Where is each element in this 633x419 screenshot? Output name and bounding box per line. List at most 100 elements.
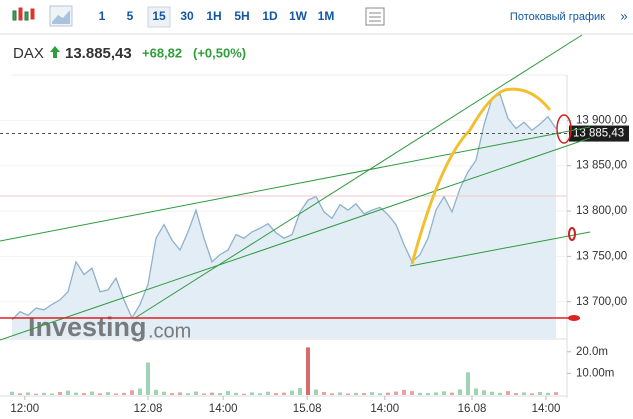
volume-bar (394, 391, 398, 395)
volume-bar (258, 393, 262, 395)
area-fill (12, 94, 556, 338)
volume-bar (194, 391, 198, 395)
volume-bar (74, 392, 78, 395)
volume-bar (98, 393, 102, 395)
volume-bar (458, 389, 462, 395)
y-tick-label: 13 700,00 (576, 296, 627, 308)
trend-line[interactable] (0, 137, 591, 341)
volume-bar (402, 389, 406, 395)
toolbar: 1 5 15 30 1H 5H 1D 1W 1M Потоковый графи… (0, 5, 633, 35)
volume-bar (242, 393, 246, 395)
x-tick-label: 15.08 (293, 403, 322, 415)
volume-bar (314, 389, 318, 395)
trend-line[interactable] (409, 231, 591, 267)
volume-bar (282, 392, 286, 395)
interval-button[interactable]: 15 (152, 9, 166, 23)
volume-bar (274, 393, 278, 395)
volume-bar (18, 393, 22, 395)
volume-bar (226, 391, 230, 395)
trend-line[interactable] (0, 126, 591, 242)
x-tick-label: 12:00 (10, 403, 39, 415)
volume-bar (410, 391, 414, 395)
volume-bar (106, 392, 110, 395)
volume-bar (178, 392, 182, 395)
y-tick-label: 20.0m (576, 346, 608, 358)
volume-bar (82, 393, 86, 395)
volume-bar (418, 392, 422, 395)
trend-line[interactable] (134, 34, 583, 319)
volume-bar (362, 393, 366, 395)
volume-bar (386, 392, 390, 395)
volume-bar (10, 391, 14, 395)
volume-bar (554, 392, 558, 395)
volume-bar (130, 390, 134, 395)
x-tick-label: 14:00 (532, 403, 561, 415)
volume-bar (202, 393, 206, 395)
y-tick-label: 13 750,00 (576, 250, 627, 262)
change: +68,82 (142, 45, 182, 60)
volume-bar (442, 391, 446, 395)
y-tick-label: 10.00m (576, 367, 614, 379)
up-arrow (50, 46, 60, 58)
volume-bar (322, 391, 326, 395)
ellipse-drawing[interactable] (568, 315, 580, 321)
x-tick-label: 14:00 (209, 403, 238, 415)
more-button[interactable]: » (620, 8, 627, 23)
volume-bar (426, 393, 430, 395)
volume-bar (546, 392, 550, 395)
volume-bar (354, 392, 358, 395)
volume-bar (146, 362, 150, 395)
volume-bar (66, 390, 70, 395)
volume-bar (490, 391, 494, 395)
table-icon[interactable] (365, 7, 385, 26)
volume-bar (250, 392, 254, 395)
drawings (0, 34, 591, 341)
interval-button[interactable]: 30 (180, 9, 194, 23)
symbol: DAX (13, 45, 44, 62)
volume-bar (538, 391, 542, 395)
plot-area: 13 700,00 13 750,00 13 800,00 13 850,00 13 9… (0, 93, 629, 415)
candlestick-icon[interactable] (12, 7, 35, 21)
x-tick-label: 12.08 (134, 403, 163, 415)
volume-bar (26, 392, 30, 395)
volume-bar (218, 393, 222, 395)
volume-bar (138, 388, 142, 395)
volume-bar (298, 388, 302, 395)
volume-bar (378, 393, 382, 395)
volume-bar (466, 372, 470, 395)
selected-interval-box (147, 6, 171, 28)
volume-bar (122, 392, 126, 395)
volume-bar (58, 391, 62, 395)
stream-chart-link[interactable]: Потоковый график (510, 11, 605, 23)
interval-button[interactable]: 1W (289, 9, 308, 23)
volume-bar (514, 393, 518, 395)
volume-bar (90, 391, 94, 395)
volume-bar (210, 392, 214, 395)
interval-button[interactable]: 1D (262, 9, 278, 23)
volume-bar (114, 393, 118, 395)
volume-bar (474, 388, 478, 395)
volume-bar (34, 393, 38, 395)
volume-bar (434, 392, 438, 395)
area-icon[interactable] (49, 5, 73, 27)
x-tick-label: 14:00 (370, 403, 399, 415)
last-price-label: 13 885,43 (573, 128, 624, 140)
volume-bar (154, 389, 158, 395)
watermark: Investing (28, 312, 147, 342)
curve-drawing[interactable] (410, 87, 552, 265)
volume-bar (450, 392, 454, 395)
volume-bar (482, 390, 486, 395)
interval-button[interactable]: 5H (234, 9, 249, 23)
ellipse-drawing[interactable] (568, 227, 576, 241)
y-tick-label: 13 850,00 (576, 160, 627, 172)
x-tick-label: 16.08 (458, 403, 487, 415)
interval-button[interactable]: 5 (127, 9, 134, 23)
volume-bar (346, 393, 350, 395)
interval-button[interactable]: 1 (99, 9, 106, 23)
volume-bar (170, 393, 174, 395)
volume-bar (186, 393, 190, 395)
interval-button[interactable]: 1M (318, 9, 335, 23)
ellipse-drawing[interactable] (556, 114, 572, 144)
interval-button[interactable]: 1H (206, 9, 221, 23)
